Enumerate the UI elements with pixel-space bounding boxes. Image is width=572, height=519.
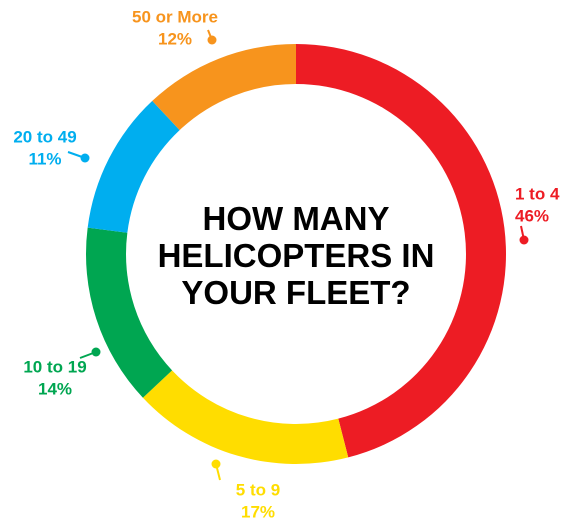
leader-dot bbox=[207, 35, 217, 45]
leader-dot bbox=[91, 347, 101, 357]
slice-label: 10 to 19 bbox=[23, 357, 86, 376]
slice-label: 20 to 49 bbox=[13, 127, 76, 146]
donut-slice bbox=[87, 100, 180, 233]
chart-title: HOW MANY HELICOPTERS IN YOUR FLEET? bbox=[157, 200, 435, 311]
donut-slice bbox=[296, 43, 507, 458]
leader-dot bbox=[211, 459, 221, 469]
slice-value-label: 46% bbox=[515, 206, 549, 225]
leader-dot bbox=[80, 153, 90, 163]
donut-slice bbox=[142, 370, 349, 464]
slice-label: 50 or More bbox=[132, 7, 218, 26]
donut-slice bbox=[86, 227, 173, 398]
slice-value-label: 12% bbox=[158, 29, 192, 48]
slice-label: 5 to 9 bbox=[236, 480, 280, 499]
slice-value-label: 17% bbox=[241, 502, 275, 519]
leader-dot bbox=[519, 235, 529, 245]
slice-value-label: 14% bbox=[38, 379, 72, 398]
slice-value-label: 11% bbox=[28, 149, 61, 168]
donut-slice bbox=[152, 44, 296, 131]
slice-label: 1 to 4 bbox=[515, 184, 560, 203]
